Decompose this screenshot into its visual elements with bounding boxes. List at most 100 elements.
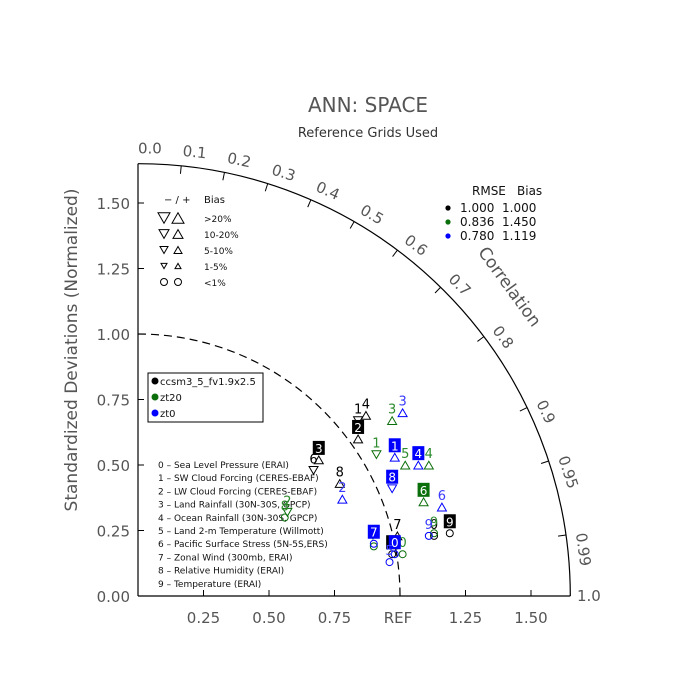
data-point-label: 9	[430, 515, 438, 530]
bias-legend-circle-minus	[160, 278, 168, 286]
rmse-legend-bias: 1.000	[502, 201, 536, 215]
correlation-tick-label: 0.9	[532, 397, 559, 426]
data-point-marker	[280, 513, 289, 522]
data-point-label: 7	[370, 526, 378, 540]
correlation-tick-mark	[222, 172, 225, 181]
data-point-marker	[369, 542, 378, 551]
bias-legend-header-title: Bias	[204, 195, 225, 206]
rmse-legend-bias: 1.119	[502, 229, 536, 243]
y-axis-title: Standardized Deviations (Normalized)	[62, 189, 82, 512]
data-point: 8	[386, 469, 399, 494]
data-point: 2	[352, 419, 365, 444]
data-point: 9	[425, 518, 433, 540]
data-point: 7	[367, 524, 380, 548]
data-point-label: 3	[315, 442, 323, 456]
correlation-tick-label: 0.1	[182, 142, 208, 162]
data-point-label-box	[417, 482, 430, 497]
data-point-label: 0	[391, 536, 399, 550]
variable-list-item: 0 – Sea Level Pressure (ERAI)	[158, 461, 289, 471]
data-point-marker	[398, 550, 407, 559]
variable-list-item: 2 – LW Cloud Forcing (CERES-EBAF)	[158, 487, 317, 497]
chart-subtitle: Reference Grids Used	[298, 126, 438, 141]
data-point-label: 4	[415, 447, 423, 461]
correlation-tick-mark	[179, 165, 182, 174]
data-point: 0	[388, 535, 401, 559]
data-point-label-box	[352, 419, 365, 434]
bias-legend-triangle-down	[157, 212, 171, 225]
data-point: 2	[336, 481, 348, 504]
correlation-tick-mark	[434, 286, 441, 294]
variable-list-item: 1 – SW Cloud Forcing (CERES-EBAF)	[158, 474, 319, 484]
data-point-marker	[412, 460, 424, 470]
y-tick-label: 1.25	[97, 261, 130, 279]
data-point: 6	[436, 489, 448, 512]
data-point-label: 6	[438, 489, 446, 504]
bias-legend-triangle-down	[158, 229, 170, 240]
data-point-label: 4	[362, 397, 370, 412]
correlation-tick-label: 0.95	[554, 454, 582, 491]
data-point-marker	[418, 496, 429, 507]
variable-list-item: 5 – Land 2-m Temperature (Willmott)	[158, 527, 324, 537]
data-point-label: 2	[338, 481, 346, 496]
data-point-label-box	[367, 524, 380, 539]
series-legend-label: zt0	[160, 409, 176, 420]
data-point-label: 0	[430, 518, 438, 533]
data-point-marker	[430, 531, 439, 540]
bias-legend: − / + Bias >20% 10-20% 5-10% 1-5% <1%	[157, 195, 239, 289]
bias-legend-triangle-up	[172, 228, 184, 239]
axes: 0.000.250.500.751.001.251.500.25 0.50 0.75…	[97, 163, 571, 627]
y-tick-label: 1.00	[97, 326, 130, 344]
correlation-tick-mark	[477, 336, 485, 342]
x-tick-label: 1.50	[514, 609, 547, 627]
data-point-label: 9	[425, 518, 433, 533]
bias-legend-label: <1%	[204, 279, 226, 289]
data-point-marker	[360, 410, 372, 420]
data-point-marker	[445, 529, 454, 538]
rmse-header: RMSE	[472, 184, 506, 198]
bias-legend-triangle-up	[171, 211, 185, 224]
bias-legend-header-symbols: − / +	[164, 195, 190, 206]
correlation-tick-mark	[392, 249, 398, 257]
data-point-label-box	[386, 469, 399, 484]
data-point-label-box	[412, 446, 425, 461]
rmse-legend-rmse: 0.780	[460, 229, 494, 243]
series-legend-dot	[151, 377, 159, 385]
bias-legend-triangle-up	[173, 245, 183, 254]
chart-title: ANN: SPACE	[308, 93, 428, 117]
data-point-label: 5	[401, 447, 409, 462]
data-point: 4	[412, 446, 425, 470]
data-point-marker	[390, 550, 399, 559]
data-point-label: 4	[425, 447, 433, 462]
data-point-marker	[334, 478, 346, 488]
data-point-marker	[424, 531, 433, 540]
data-point: 0	[430, 518, 438, 540]
correlation-tick-label: 0.0	[138, 140, 162, 158]
data-point-label: 2	[283, 494, 291, 509]
variable-list-item: 9 – Temperature (ERAI)	[158, 580, 261, 590]
correlation-tick-label: 0.8	[489, 322, 518, 352]
data-point: 6	[417, 482, 430, 507]
series-legend-label: ccsm3_5_fv1.9x2.5	[160, 377, 256, 388]
data-point: 8	[334, 465, 346, 488]
series-legend-box	[147, 372, 264, 423]
data-point: 1	[371, 437, 382, 460]
bias-legend-label: 10-20%	[204, 231, 239, 241]
data-point-marker	[388, 550, 397, 559]
data-point-label-box	[312, 440, 325, 455]
data-point-label: 1	[372, 437, 380, 452]
variable-list-item: 3 – Land Rainfall (30N-30S, GPCP)	[158, 501, 311, 511]
variable-list-item: 4 – Ocean Rainfall (30N-30S, GPCP)	[158, 514, 317, 524]
data-point-marker	[385, 558, 394, 567]
variable-list-item: 6 – Pacific Surface Stress (5N-5S,ERS)	[158, 540, 328, 550]
rmse-legend-rmse: 0.836	[460, 215, 494, 229]
data-point-marker	[371, 450, 382, 460]
data-point-marker	[430, 529, 439, 538]
correlation-tick-mark	[264, 183, 269, 192]
rmse-legend-dot	[445, 219, 451, 225]
data-point-label-box	[388, 535, 401, 550]
rmse-legend-rmse: 1.000	[460, 201, 494, 215]
data-point-marker	[397, 407, 408, 418]
data-point: 4	[360, 397, 372, 420]
x-tick-label: 0.25	[187, 609, 220, 627]
